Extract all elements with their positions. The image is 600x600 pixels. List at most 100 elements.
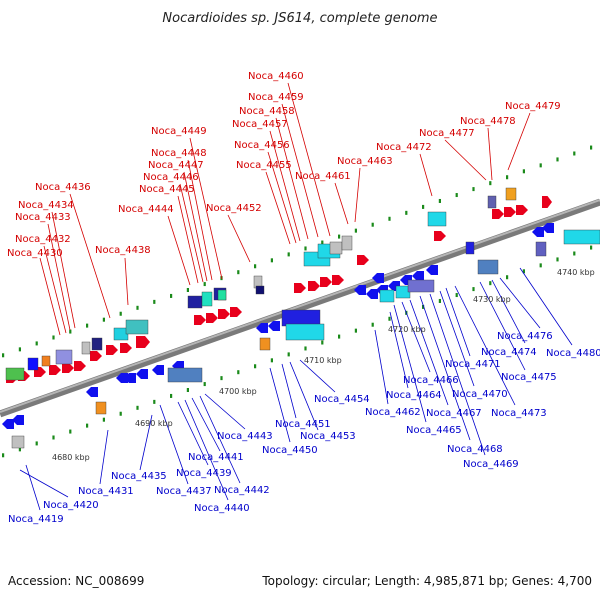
tick-mark xyxy=(388,316,391,321)
gene-label[interactable]: Noca_4478 xyxy=(460,116,516,127)
gene-label[interactable]: Noca_4450 xyxy=(262,445,318,456)
reverse-gene-box xyxy=(535,241,547,257)
tick-mark xyxy=(338,334,341,339)
forward-gene-box xyxy=(55,349,73,365)
leader-line xyxy=(287,82,331,237)
gene-label[interactable]: Noca_4444 xyxy=(118,204,174,215)
gene-label[interactable]: Noca_4446 xyxy=(143,172,199,183)
gene-label[interactable]: Noca_4469 xyxy=(463,459,519,470)
forward-gene-arrow xyxy=(320,277,332,287)
gene-label[interactable]: Noca_4432 xyxy=(15,234,71,245)
forward-gene-arrow xyxy=(218,309,230,319)
tick-mark xyxy=(455,193,458,198)
gene-label[interactable]: Noca_4437 xyxy=(156,486,212,497)
gene-label[interactable]: Noca_4471 xyxy=(445,359,501,370)
leader-line xyxy=(281,363,297,419)
scale-label: 4700 kbp xyxy=(219,387,257,396)
gene-label[interactable]: Noca_4431 xyxy=(78,486,134,497)
reverse-gene-arrow xyxy=(412,271,424,281)
leader-line xyxy=(269,367,291,443)
gene-label[interactable]: Noca_4473 xyxy=(491,408,547,419)
gene-label[interactable]: Noca_4467 xyxy=(426,408,482,419)
forward-gene-arrow xyxy=(230,307,242,317)
forward-gene-box xyxy=(187,295,203,309)
gene-label[interactable]: Noca_4448 xyxy=(151,148,207,159)
tick-mark xyxy=(489,281,492,286)
gene-label[interactable]: Noca_4454 xyxy=(314,394,370,405)
gene-label[interactable]: Noca_4477 xyxy=(419,128,475,139)
reverse-gene-arrow xyxy=(366,289,378,299)
gene-label[interactable]: Noca_4480 xyxy=(546,348,600,359)
gene-label[interactable]: Noca_4468 xyxy=(447,444,503,455)
gene-label[interactable]: Noca_4465 xyxy=(406,425,462,436)
gene-label[interactable]: Noca_4460 xyxy=(248,71,304,82)
leader-line xyxy=(139,414,153,471)
tick-mark xyxy=(472,287,475,292)
gene-label[interactable]: Noca_4459 xyxy=(248,92,304,103)
leader-line xyxy=(227,214,251,263)
genome-summary-text: Topology: circular; Length: 4,985,871 bp… xyxy=(262,574,592,588)
tick-mark xyxy=(270,258,273,263)
tick-mark xyxy=(304,346,307,351)
reverse-gene-arrow xyxy=(532,227,544,237)
forward-gene-arrow xyxy=(194,315,206,325)
scale-label: 4740 kbp xyxy=(557,268,595,277)
gene-label[interactable]: Noca_4458 xyxy=(239,106,295,117)
gene-label[interactable]: Noca_4462 xyxy=(365,407,421,418)
tick-mark xyxy=(35,441,38,446)
gene-label[interactable]: Noca_4470 xyxy=(452,389,508,400)
gene-label[interactable]: Noca_4474 xyxy=(481,347,537,358)
reverse-gene-box xyxy=(407,279,435,293)
gene-label[interactable]: Noca_4436 xyxy=(35,182,91,193)
gene-label[interactable]: Noca_4420 xyxy=(43,500,99,511)
forward-gene-box xyxy=(487,195,497,209)
leader-line xyxy=(267,151,297,244)
gene-label[interactable]: Noca_4419 xyxy=(8,514,64,525)
gene-label[interactable]: Noca_4440 xyxy=(194,503,250,514)
reverse-gene-box xyxy=(11,435,25,449)
forward-gene-box xyxy=(5,367,25,381)
tick-mark xyxy=(2,353,5,358)
gene-label[interactable]: Noca_4472 xyxy=(376,142,432,153)
gene-label[interactable]: Noca_4434 xyxy=(18,200,74,211)
reverse-gene-box xyxy=(379,289,395,303)
gene-label[interactable]: Noca_4476 xyxy=(497,331,553,342)
forward-gene-box xyxy=(27,357,39,371)
leader-line xyxy=(187,159,213,281)
gene-label[interactable]: Noca_4441 xyxy=(188,452,244,463)
gene-label[interactable]: Noca_4452 xyxy=(206,203,262,214)
tick-mark xyxy=(539,263,542,268)
gene-label[interactable]: Noca_4451 xyxy=(275,419,331,430)
tick-mark xyxy=(52,335,55,340)
reverse-gene-arrow xyxy=(354,285,366,295)
gene-label[interactable]: Noca_4442 xyxy=(214,485,270,496)
scale-label: 4720 kbp xyxy=(388,325,426,334)
leader-line xyxy=(177,195,199,284)
leader-line xyxy=(419,295,471,441)
tick-mark xyxy=(69,429,72,434)
gene-label[interactable]: Noca_4439 xyxy=(176,468,232,479)
gene-label[interactable]: Noca_4464 xyxy=(386,390,442,401)
gene-label[interactable]: Noca_4455 xyxy=(236,160,292,171)
gene-label[interactable]: Noca_4430 xyxy=(7,248,63,259)
leader-line xyxy=(445,287,471,357)
tick-mark xyxy=(136,405,139,410)
gene-label[interactable]: Noca_4449 xyxy=(151,126,207,137)
gene-label[interactable]: Noca_4456 xyxy=(234,140,290,151)
gene-label[interactable]: Noca_4463 xyxy=(337,156,393,167)
gene-label[interactable]: Noca_4457 xyxy=(232,119,288,130)
gene-label[interactable]: Noca_4453 xyxy=(300,431,356,442)
gene-label[interactable]: Noca_4435 xyxy=(111,471,167,482)
gene-label[interactable]: Noca_4461 xyxy=(295,171,351,182)
gene-label[interactable]: Noca_4433 xyxy=(15,212,71,223)
gene-label[interactable]: Noca_4445 xyxy=(139,184,195,195)
gene-label[interactable]: Noca_4466 xyxy=(403,375,459,386)
reverse-gene-box xyxy=(477,259,499,275)
gene-label[interactable]: Noca_4438 xyxy=(95,245,151,256)
gene-label[interactable]: Noca_4447 xyxy=(148,160,204,171)
gene-label[interactable]: Noca_4443 xyxy=(217,431,273,442)
gene-label[interactable]: Noca_4475 xyxy=(501,372,557,383)
gene-label[interactable]: Noca_4479 xyxy=(505,101,561,112)
leader-line xyxy=(401,301,431,373)
